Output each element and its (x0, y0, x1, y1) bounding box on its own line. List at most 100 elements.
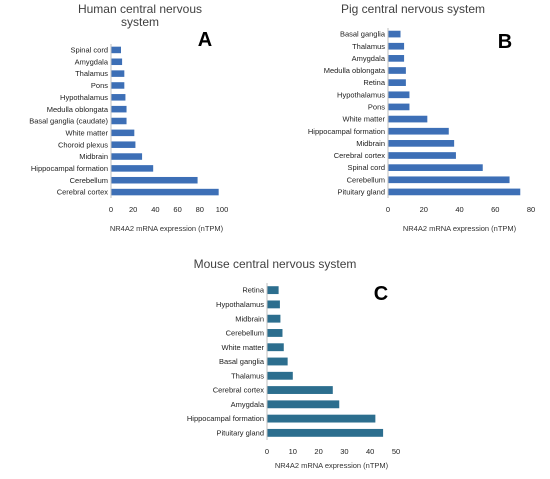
bar (111, 188, 219, 196)
category-label: Midbrain (356, 139, 385, 148)
category-label: Spinal cord (70, 46, 108, 55)
category-label: Thalamus (231, 371, 264, 380)
x-tick-label: 40 (366, 447, 374, 456)
chart-panel-c: Mouse central nervous system C Retina Hypot… (187, 257, 400, 470)
bar (267, 371, 293, 380)
category-label: Basal ganglia (340, 30, 386, 39)
bar (388, 188, 521, 196)
x-axis-label: NR4A2 mRNA expression (nTPM) (110, 224, 224, 233)
bar (111, 94, 126, 101)
category-label: Pituitary gland (216, 428, 264, 437)
category-label: Basal ganglia (219, 357, 265, 366)
x-tick-label: 0 (265, 447, 269, 456)
bar (267, 343, 284, 352)
category-label: Midbrain (79, 152, 108, 161)
x-tick-label: 50 (392, 447, 400, 456)
bar (267, 357, 288, 366)
category-label: Amygdala (231, 400, 265, 409)
bar (111, 70, 125, 77)
chart-title-line: system (121, 15, 159, 29)
bar (111, 58, 123, 66)
category-label: Retina (242, 286, 265, 295)
x-tick-label: 20 (314, 447, 322, 456)
category-label: Amygdala (352, 54, 386, 63)
x-tick-label: 40 (455, 205, 463, 214)
bar (111, 82, 125, 89)
category-label: Cerebral cortex (334, 151, 386, 160)
bar (388, 115, 428, 123)
category-label: White matter (342, 115, 385, 124)
bar (388, 79, 406, 86)
category-label: Cerebral cortex (213, 386, 265, 395)
bar (388, 103, 410, 111)
category-label: Choroid plexus (58, 140, 108, 149)
bar (267, 300, 280, 309)
x-tick-label: 20 (129, 205, 137, 214)
bar (388, 164, 483, 171)
bar (267, 286, 279, 295)
x-tick-label: 100 (216, 205, 229, 214)
bar (267, 400, 340, 409)
x-tick-label: 20 (420, 205, 428, 214)
category-label: Pituitary gland (337, 188, 385, 197)
bar (111, 129, 135, 137)
category-label: Cerebellum (347, 175, 385, 184)
category-label: Midbrain (235, 314, 264, 323)
category-label: White matter (221, 343, 264, 352)
bar (111, 153, 143, 160)
x-tick-label: 0 (386, 205, 390, 214)
category-label: White matter (65, 128, 108, 137)
bar (388, 127, 449, 135)
category-label: Amygdala (75, 57, 109, 66)
chart-panel-b: Pig central nervous system B Basal ganglia… (308, 2, 535, 233)
category-label: Pons (368, 103, 385, 112)
bar (388, 176, 510, 184)
bar (388, 55, 405, 62)
panel-letter: C (374, 283, 388, 305)
bar (267, 428, 384, 437)
category-label: Hypothalamus (60, 93, 108, 102)
category-label: Thalamus (352, 42, 385, 51)
category-label: Hypothalamus (216, 300, 264, 309)
x-axis-label: NR4A2 mRNA expression (nTPM) (403, 224, 517, 233)
bar (388, 67, 406, 74)
panel-letter: B (498, 31, 512, 53)
chart-title-line: Pig central nervous system (341, 2, 485, 16)
category-label: Medulla oblongata (324, 66, 386, 75)
chart-title: Mouse central nervous system (194, 257, 357, 271)
bar (388, 30, 401, 38)
category-label: Hypothalamus (337, 90, 385, 99)
x-axis-label: NR4A2 mRNA expression (nTPM) (275, 461, 389, 470)
chart-title-line: Mouse central nervous system (194, 257, 357, 271)
panel-letter: A (198, 29, 212, 51)
bar (388, 152, 456, 159)
bar (111, 165, 154, 172)
category-label: Hippocampal formation (187, 414, 264, 423)
x-tick-label: 80 (196, 205, 204, 214)
bar (388, 91, 410, 99)
category-label: Spinal cord (347, 163, 385, 172)
bar (267, 414, 376, 423)
category-label: Cerebellum (70, 176, 108, 185)
x-tick-label: 80 (527, 205, 535, 214)
category-label: Hippocampal formation (31, 164, 108, 173)
chart-title: Human central nervous system (78, 2, 202, 29)
category-label: Retina (363, 78, 386, 87)
chart-title-line: Human central nervous (78, 2, 202, 16)
category-label: Cerebellum (226, 329, 264, 338)
x-tick-label: 30 (340, 447, 348, 456)
bar (111, 46, 121, 54)
chart-title: Pig central nervous system (341, 2, 485, 16)
bar (267, 329, 283, 337)
category-label: Pons (91, 81, 108, 90)
x-tick-label: 60 (173, 205, 181, 214)
bar (388, 140, 455, 147)
bar (267, 314, 281, 323)
category-label: Thalamus (75, 69, 108, 78)
bar (388, 42, 405, 50)
category-label: Basal ganglia (caudate) (29, 117, 108, 126)
bar (111, 105, 127, 113)
bar (111, 176, 198, 184)
